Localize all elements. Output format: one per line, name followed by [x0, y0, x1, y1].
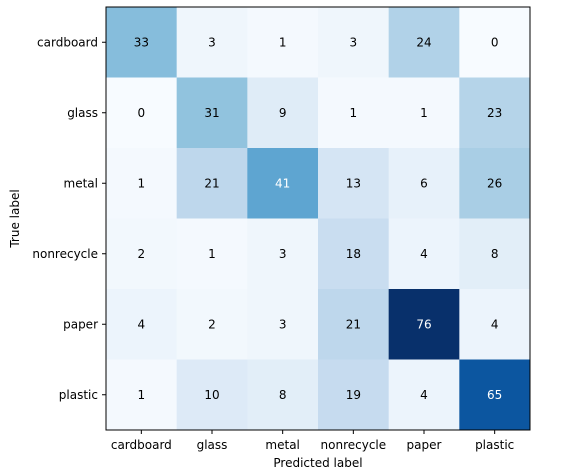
heatmap-cell	[247, 359, 319, 431]
cell-value-label: 26	[487, 176, 502, 190]
cell-value-label: 21	[346, 317, 361, 331]
cell-value-label: 1	[279, 35, 287, 49]
heatmap-cell	[459, 77, 531, 149]
heatmap-cell	[106, 218, 178, 290]
heatmap-cell	[459, 148, 531, 219]
cell-value-label: 3	[208, 35, 216, 49]
heatmap-cell	[106, 77, 178, 149]
cell-value-label: 76	[416, 317, 431, 331]
heatmap-cell	[318, 289, 390, 360]
heatmap-cell	[388, 148, 460, 219]
heatmap-cell	[388, 77, 460, 149]
heatmap-cell	[247, 289, 319, 360]
y-tick-label: nonrecycle	[32, 247, 98, 261]
cell-value-label: 19	[346, 388, 361, 402]
cell-value-label: 24	[416, 35, 431, 49]
heatmap-cell	[106, 359, 178, 431]
cell-value-label: 2	[138, 247, 146, 261]
cell-value-label: 8	[279, 388, 287, 402]
x-tick-label: plastic	[475, 438, 514, 452]
cell-value-label: 0	[491, 35, 499, 49]
cell-value-label: 18	[346, 247, 361, 261]
heatmap-cell	[388, 7, 460, 78]
x-tick-label: nonrecycle	[321, 438, 387, 452]
cell-value-label: 41	[275, 176, 290, 190]
heatmap-cell	[459, 359, 531, 431]
heatmap-cell	[247, 218, 319, 290]
heatmap-cell	[176, 148, 248, 219]
cell-value-label: 10	[204, 388, 219, 402]
cell-value-label: 1	[350, 106, 358, 120]
heatmap-cell	[318, 359, 390, 431]
cell-value-label: 21	[204, 176, 219, 190]
y-tick-label: plastic	[59, 388, 98, 402]
x-tick-label: glass	[197, 438, 228, 452]
cell-value-label: 2	[208, 317, 216, 331]
cell-value-label: 1	[208, 247, 216, 261]
plot-frame	[105, 6, 531, 431]
cell-value-label: 6	[420, 176, 428, 190]
y-tick-label: glass	[67, 106, 98, 120]
cell-value-label: 33	[134, 35, 149, 49]
x-tick-label: paper	[407, 438, 442, 452]
heatmap-cell	[388, 359, 460, 431]
cell-value-labels: 33 3 1 3 24 00 31 9 1 1 231 21 41 13 6 262 1 3 18 4 84 2 3 21 76…	[134, 35, 503, 402]
y-tick-label: cardboard	[37, 35, 98, 49]
cell-value-label: 4	[491, 317, 499, 331]
heatmap-cell	[247, 7, 319, 78]
heatmap-cell	[106, 7, 178, 78]
heatmap-cell	[176, 218, 248, 290]
heatmap-cell	[318, 218, 390, 290]
heatmap-cell	[318, 148, 390, 219]
cell-value-label: 0	[138, 106, 146, 120]
cell-value-label: 3	[279, 317, 287, 331]
heatmap-cells	[106, 7, 531, 431]
heatmap-cell	[247, 77, 319, 149]
cell-value-label: 4	[420, 388, 428, 402]
heatmap-cell	[318, 77, 390, 149]
heatmap-cell	[176, 289, 248, 360]
cell-value-label: 13	[346, 176, 361, 190]
cell-value-label: 1	[138, 388, 146, 402]
heatmap-cell	[106, 289, 178, 360]
cell-value-label: 4	[138, 317, 146, 331]
heatmap-cell	[176, 359, 248, 431]
heatmap-cell	[176, 7, 248, 78]
heatmap-cell	[176, 77, 248, 149]
heatmap-cell	[388, 289, 460, 360]
cell-value-label: 9	[279, 106, 287, 120]
cell-value-label: 65	[487, 388, 502, 402]
y-tick-label: metal	[64, 176, 98, 190]
cell-value-label: 31	[204, 106, 219, 120]
heatmap-cell	[459, 218, 531, 290]
cell-value-label: 3	[279, 247, 287, 261]
x-tick-label: cardboard	[111, 438, 172, 452]
y-tick-label: paper	[63, 317, 98, 331]
heatmap-cell	[106, 148, 178, 219]
heatmap-cell	[388, 218, 460, 290]
x-axis-title: Predicted label	[273, 456, 362, 470]
y-tick-labels: cardboard glass metal nonrecycle paper plasti…	[32, 35, 98, 402]
axis-ticks	[102, 41, 496, 434]
x-tick-label: metal	[265, 438, 299, 452]
y-axis-title: True label	[8, 189, 22, 248]
heatmap-cell	[247, 148, 319, 219]
x-tick-labels: cardboard glass metal nonrecycle paper plasti…	[111, 438, 514, 452]
heatmap-cell	[459, 289, 531, 360]
cell-value-label: 4	[420, 247, 428, 261]
heatmap-cell	[318, 7, 390, 78]
cell-value-label: 8	[491, 247, 499, 261]
heatmap-cell	[459, 7, 531, 78]
cell-value-label: 1	[138, 176, 146, 190]
cell-value-label: 3	[350, 35, 358, 49]
cell-value-label: 23	[487, 106, 502, 120]
cell-value-label: 1	[420, 106, 428, 120]
